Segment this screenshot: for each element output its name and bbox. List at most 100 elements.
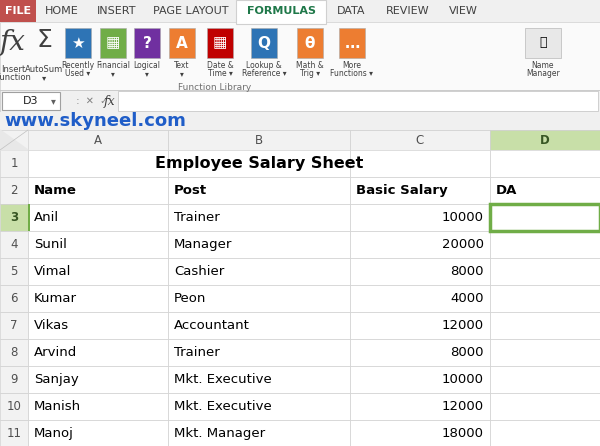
Bar — [100, 28, 126, 58]
Bar — [168, 204, 350, 231]
Bar — [28, 366, 168, 393]
Text: 1: 1 — [10, 157, 18, 170]
Text: Kumar: Kumar — [34, 292, 77, 305]
Text: 2: 2 — [10, 184, 18, 197]
Text: ▾: ▾ — [50, 96, 55, 106]
Bar — [168, 177, 350, 204]
Text: ▾: ▾ — [145, 70, 149, 78]
Bar — [376, 0, 440, 22]
Text: Financial: Financial — [96, 62, 130, 70]
Text: fx: fx — [0, 29, 26, 55]
Text: D3: D3 — [23, 96, 39, 106]
Bar — [28, 231, 168, 258]
Text: 4000: 4000 — [451, 292, 484, 305]
Text: 11: 11 — [7, 427, 22, 440]
Text: 20000: 20000 — [442, 238, 484, 251]
Text: 3: 3 — [10, 211, 18, 224]
Bar — [0, 312, 28, 339]
Text: FILE: FILE — [5, 6, 31, 16]
Bar — [297, 28, 323, 58]
Bar — [168, 420, 350, 446]
Text: Peon: Peon — [174, 292, 206, 305]
Bar — [490, 285, 600, 312]
Text: Cashier: Cashier — [174, 265, 224, 278]
Text: Sanjay: Sanjay — [34, 373, 79, 386]
Bar — [207, 28, 233, 58]
Bar — [0, 231, 28, 258]
Text: D: D — [540, 133, 550, 146]
Text: 4: 4 — [10, 238, 18, 251]
Bar — [0, 0, 36, 22]
Bar — [168, 231, 350, 258]
Bar — [0, 130, 600, 150]
Text: ▾: ▾ — [180, 70, 184, 78]
Text: Manager: Manager — [174, 238, 232, 251]
Text: Time ▾: Time ▾ — [208, 70, 232, 78]
Bar — [339, 28, 365, 58]
Text: Name: Name — [34, 184, 77, 197]
Text: DATA: DATA — [337, 6, 365, 16]
Text: Σ: Σ — [36, 28, 52, 52]
Bar — [0, 258, 28, 285]
Text: Anil: Anil — [34, 211, 59, 224]
Bar — [440, 0, 486, 22]
Bar — [168, 150, 350, 177]
Text: Arvind: Arvind — [34, 346, 77, 359]
Bar — [28, 258, 168, 285]
Text: Recently: Recently — [61, 62, 95, 70]
Text: Mkt. Executive: Mkt. Executive — [174, 373, 272, 386]
Text: Accountant: Accountant — [174, 319, 250, 332]
Text: fx: fx — [104, 95, 116, 107]
Bar — [350, 339, 490, 366]
Bar — [0, 285, 28, 312]
Bar — [490, 420, 600, 446]
Text: Basic Salary: Basic Salary — [356, 184, 448, 197]
Bar — [350, 130, 490, 150]
Text: C: C — [416, 133, 424, 146]
Text: Function: Function — [0, 74, 31, 83]
Text: Trainer: Trainer — [174, 211, 220, 224]
Text: Function Library: Function Library — [178, 83, 251, 91]
Bar — [490, 366, 600, 393]
Bar — [168, 130, 350, 150]
Bar — [350, 177, 490, 204]
Bar — [0, 90, 600, 112]
Bar — [350, 312, 490, 339]
Bar — [28, 150, 168, 177]
Text: More: More — [343, 62, 361, 70]
Text: Logical: Logical — [133, 62, 161, 70]
Text: Manoj: Manoj — [34, 427, 74, 440]
Text: A: A — [94, 133, 102, 146]
Text: 10000: 10000 — [442, 211, 484, 224]
Text: 10: 10 — [7, 400, 22, 413]
Text: Name: Name — [532, 62, 554, 70]
Text: 12000: 12000 — [442, 400, 484, 413]
Text: Manish: Manish — [34, 400, 81, 413]
Bar — [490, 177, 600, 204]
Bar — [350, 366, 490, 393]
Text: 10000: 10000 — [442, 373, 484, 386]
Text: Mkt. Manager: Mkt. Manager — [174, 427, 265, 440]
Text: 8: 8 — [10, 346, 17, 359]
Bar — [490, 312, 600, 339]
Bar — [0, 204, 28, 231]
Bar — [168, 285, 350, 312]
Bar — [236, 0, 326, 24]
Text: PAGE LAYOUT: PAGE LAYOUT — [153, 6, 229, 16]
Text: Date &: Date & — [206, 62, 233, 70]
Bar — [134, 28, 160, 58]
Bar — [88, 0, 146, 22]
Text: Employee Salary Sheet: Employee Salary Sheet — [155, 156, 363, 171]
Text: :  ✕  ✓: : ✕ ✓ — [70, 96, 108, 106]
Text: ▾: ▾ — [42, 74, 46, 83]
Bar — [525, 28, 561, 58]
Text: INSERT: INSERT — [97, 6, 137, 16]
Text: 8000: 8000 — [451, 346, 484, 359]
Text: Trig ▾: Trig ▾ — [300, 70, 320, 78]
Text: Reference ▾: Reference ▾ — [242, 70, 286, 78]
Text: Q: Q — [257, 36, 271, 50]
Bar — [490, 204, 600, 231]
Text: Post: Post — [174, 184, 207, 197]
Text: Math &: Math & — [296, 62, 324, 70]
Bar — [350, 231, 490, 258]
